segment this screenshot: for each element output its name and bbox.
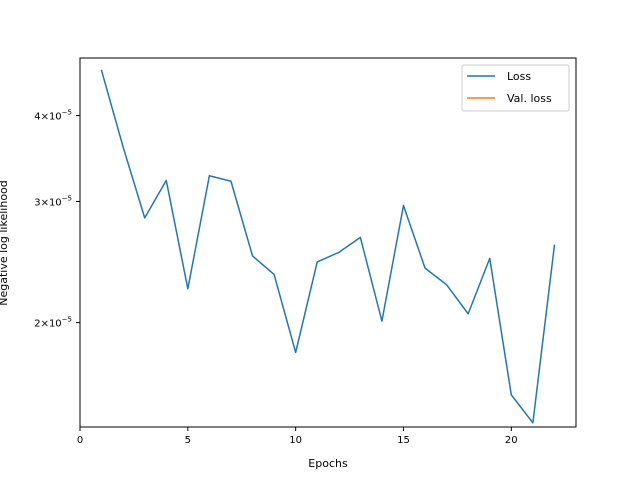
plot-area [80, 58, 576, 427]
x-axis-label: Epochs [308, 457, 348, 470]
legend-loss-label: Loss [507, 70, 531, 83]
y-tick-label: 3×10−5 [34, 194, 72, 208]
y-axis-label: Negative log likelihood [0, 180, 10, 306]
axes-layer: 0 5 10 15 20 2×10−5 3×10−5 4×10−5 [34, 57, 577, 446]
x-tick-label: 5 [185, 435, 191, 446]
legend: Loss Val. loss [461, 64, 570, 112]
plot-background [80, 58, 576, 427]
series-layer [100, 69, 556, 424]
x-tick-label: 10 [289, 435, 302, 446]
series-line-0 [100, 69, 556, 424]
y-tick-label: 4×10−5 [34, 109, 72, 123]
y-tick-label: 2×10−5 [34, 316, 72, 330]
x-tick-label: 0 [77, 435, 83, 446]
axes-frame [79, 57, 577, 428]
x-tick-label: 15 [397, 435, 410, 446]
legend-val-loss-label: Val. loss [507, 92, 552, 105]
x-tick-label: 20 [505, 435, 518, 446]
